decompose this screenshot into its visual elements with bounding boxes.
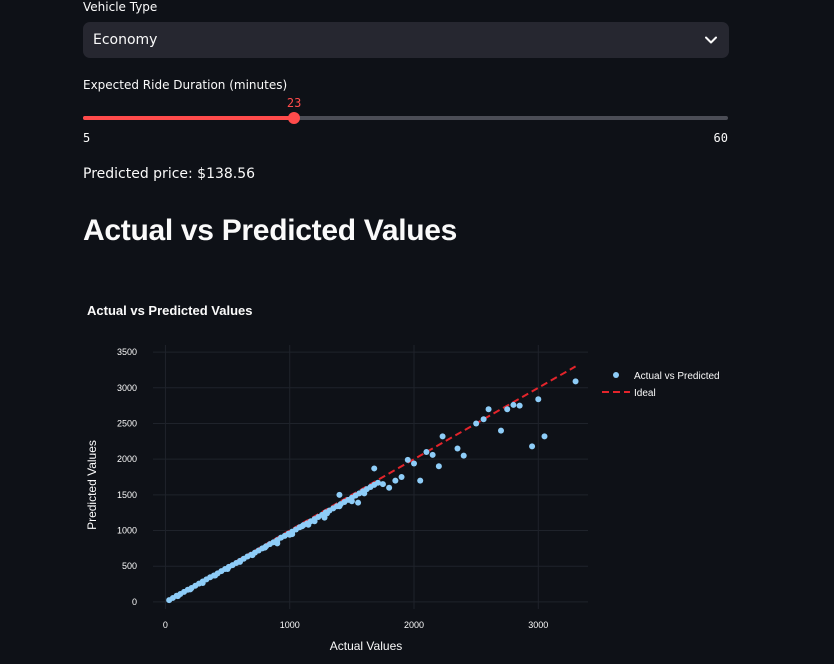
data-point [299, 523, 306, 530]
slider-fill [83, 116, 295, 120]
y-tick-label: 3000 [117, 383, 137, 393]
slider-thumb[interactable] [288, 112, 301, 124]
data-point [311, 518, 318, 525]
data-point [249, 552, 256, 559]
data-point [174, 593, 181, 600]
data-point [274, 540, 281, 547]
data-point [392, 477, 399, 484]
chart-grid [153, 345, 588, 609]
predicted-price: Predicted price: $138.56 [83, 166, 256, 182]
data-point [336, 491, 343, 498]
data-point [423, 449, 430, 456]
y-tick-label: 2000 [117, 454, 137, 464]
data-point [541, 433, 548, 440]
slider-track[interactable] [83, 116, 728, 120]
section-title: Actual vs Predicted Values [83, 214, 458, 247]
legend-label-points: Actual vs Predicted [634, 371, 720, 382]
y-axis-label: Predicted Values [85, 440, 99, 530]
slider-max-label: 60 [713, 131, 728, 145]
x-tick-label: 1000 [280, 620, 300, 630]
y-tick-label: 3500 [117, 347, 137, 357]
data-point [374, 479, 381, 486]
data-point [480, 416, 487, 423]
scatter-chart[interactable]: Actual vs Predicted Values 0 500 1000 1500 2… [0, 290, 834, 664]
data-point [224, 566, 231, 573]
data-point [187, 586, 194, 593]
data-point [321, 514, 328, 521]
vehicle-type-select[interactable]: Economy [83, 22, 729, 58]
data-point [535, 396, 542, 403]
data-point [439, 433, 446, 440]
data-point [460, 452, 467, 459]
data-point [572, 378, 579, 385]
y-tick-label: 0 [132, 597, 137, 607]
chart-title: Actual vs Predicted Values [87, 303, 252, 318]
y-tick-label: 1000 [117, 526, 137, 536]
y-tick-label: 1500 [117, 490, 137, 500]
x-tick-label: 3000 [528, 620, 548, 630]
data-point [529, 443, 536, 450]
x-tick-label: 2000 [404, 620, 424, 630]
data-point [516, 402, 523, 409]
data-point [336, 503, 343, 510]
y-tick-label: 500 [122, 561, 137, 571]
data-point [435, 463, 442, 470]
data-point [371, 465, 378, 472]
data-point [379, 481, 386, 488]
data-point [386, 484, 393, 491]
x-axis-ticks: 0 1000 2000 3000 [163, 620, 548, 630]
y-tick-label: 2500 [117, 418, 137, 428]
vehicle-type-value: Economy [93, 32, 158, 48]
vehicle-type-label: Vehicle Type [83, 0, 158, 14]
data-point [510, 401, 517, 408]
data-point [429, 451, 436, 458]
data-point [348, 498, 355, 505]
data-point [237, 558, 243, 565]
data-point [498, 427, 504, 434]
legend-marker-points [613, 372, 619, 378]
x-axis-label: Actual Values [330, 639, 403, 653]
data-point [404, 456, 411, 463]
data-point [411, 460, 417, 467]
data-point [454, 445, 461, 452]
data-point [212, 572, 219, 579]
data-point [504, 406, 511, 413]
duration-slider[interactable]: 23 5 60 [83, 96, 729, 145]
slider-value: 23 [286, 96, 302, 110]
duration-label: Expected Ride Duration (minutes) [83, 78, 288, 92]
legend-label-ideal: Ideal [634, 388, 656, 399]
data-point [261, 544, 268, 551]
chevron-down-icon [703, 32, 719, 48]
data-point [361, 490, 368, 497]
y-axis-ticks: 0 500 1000 1500 2000 2500 3000 3500 [117, 347, 137, 607]
data-point [289, 531, 296, 538]
data-point [398, 474, 405, 480]
data-point [305, 521, 312, 528]
data-point [485, 406, 492, 413]
legend[interactable]: Actual vs Predicted Ideal [602, 371, 720, 399]
slider-min-label: 5 [83, 131, 91, 145]
data-point [473, 420, 480, 427]
scatter-points [166, 378, 579, 604]
x-tick-label: 0 [163, 620, 168, 630]
data-point [199, 579, 206, 586]
data-point [417, 477, 424, 484]
data-point [355, 499, 362, 506]
